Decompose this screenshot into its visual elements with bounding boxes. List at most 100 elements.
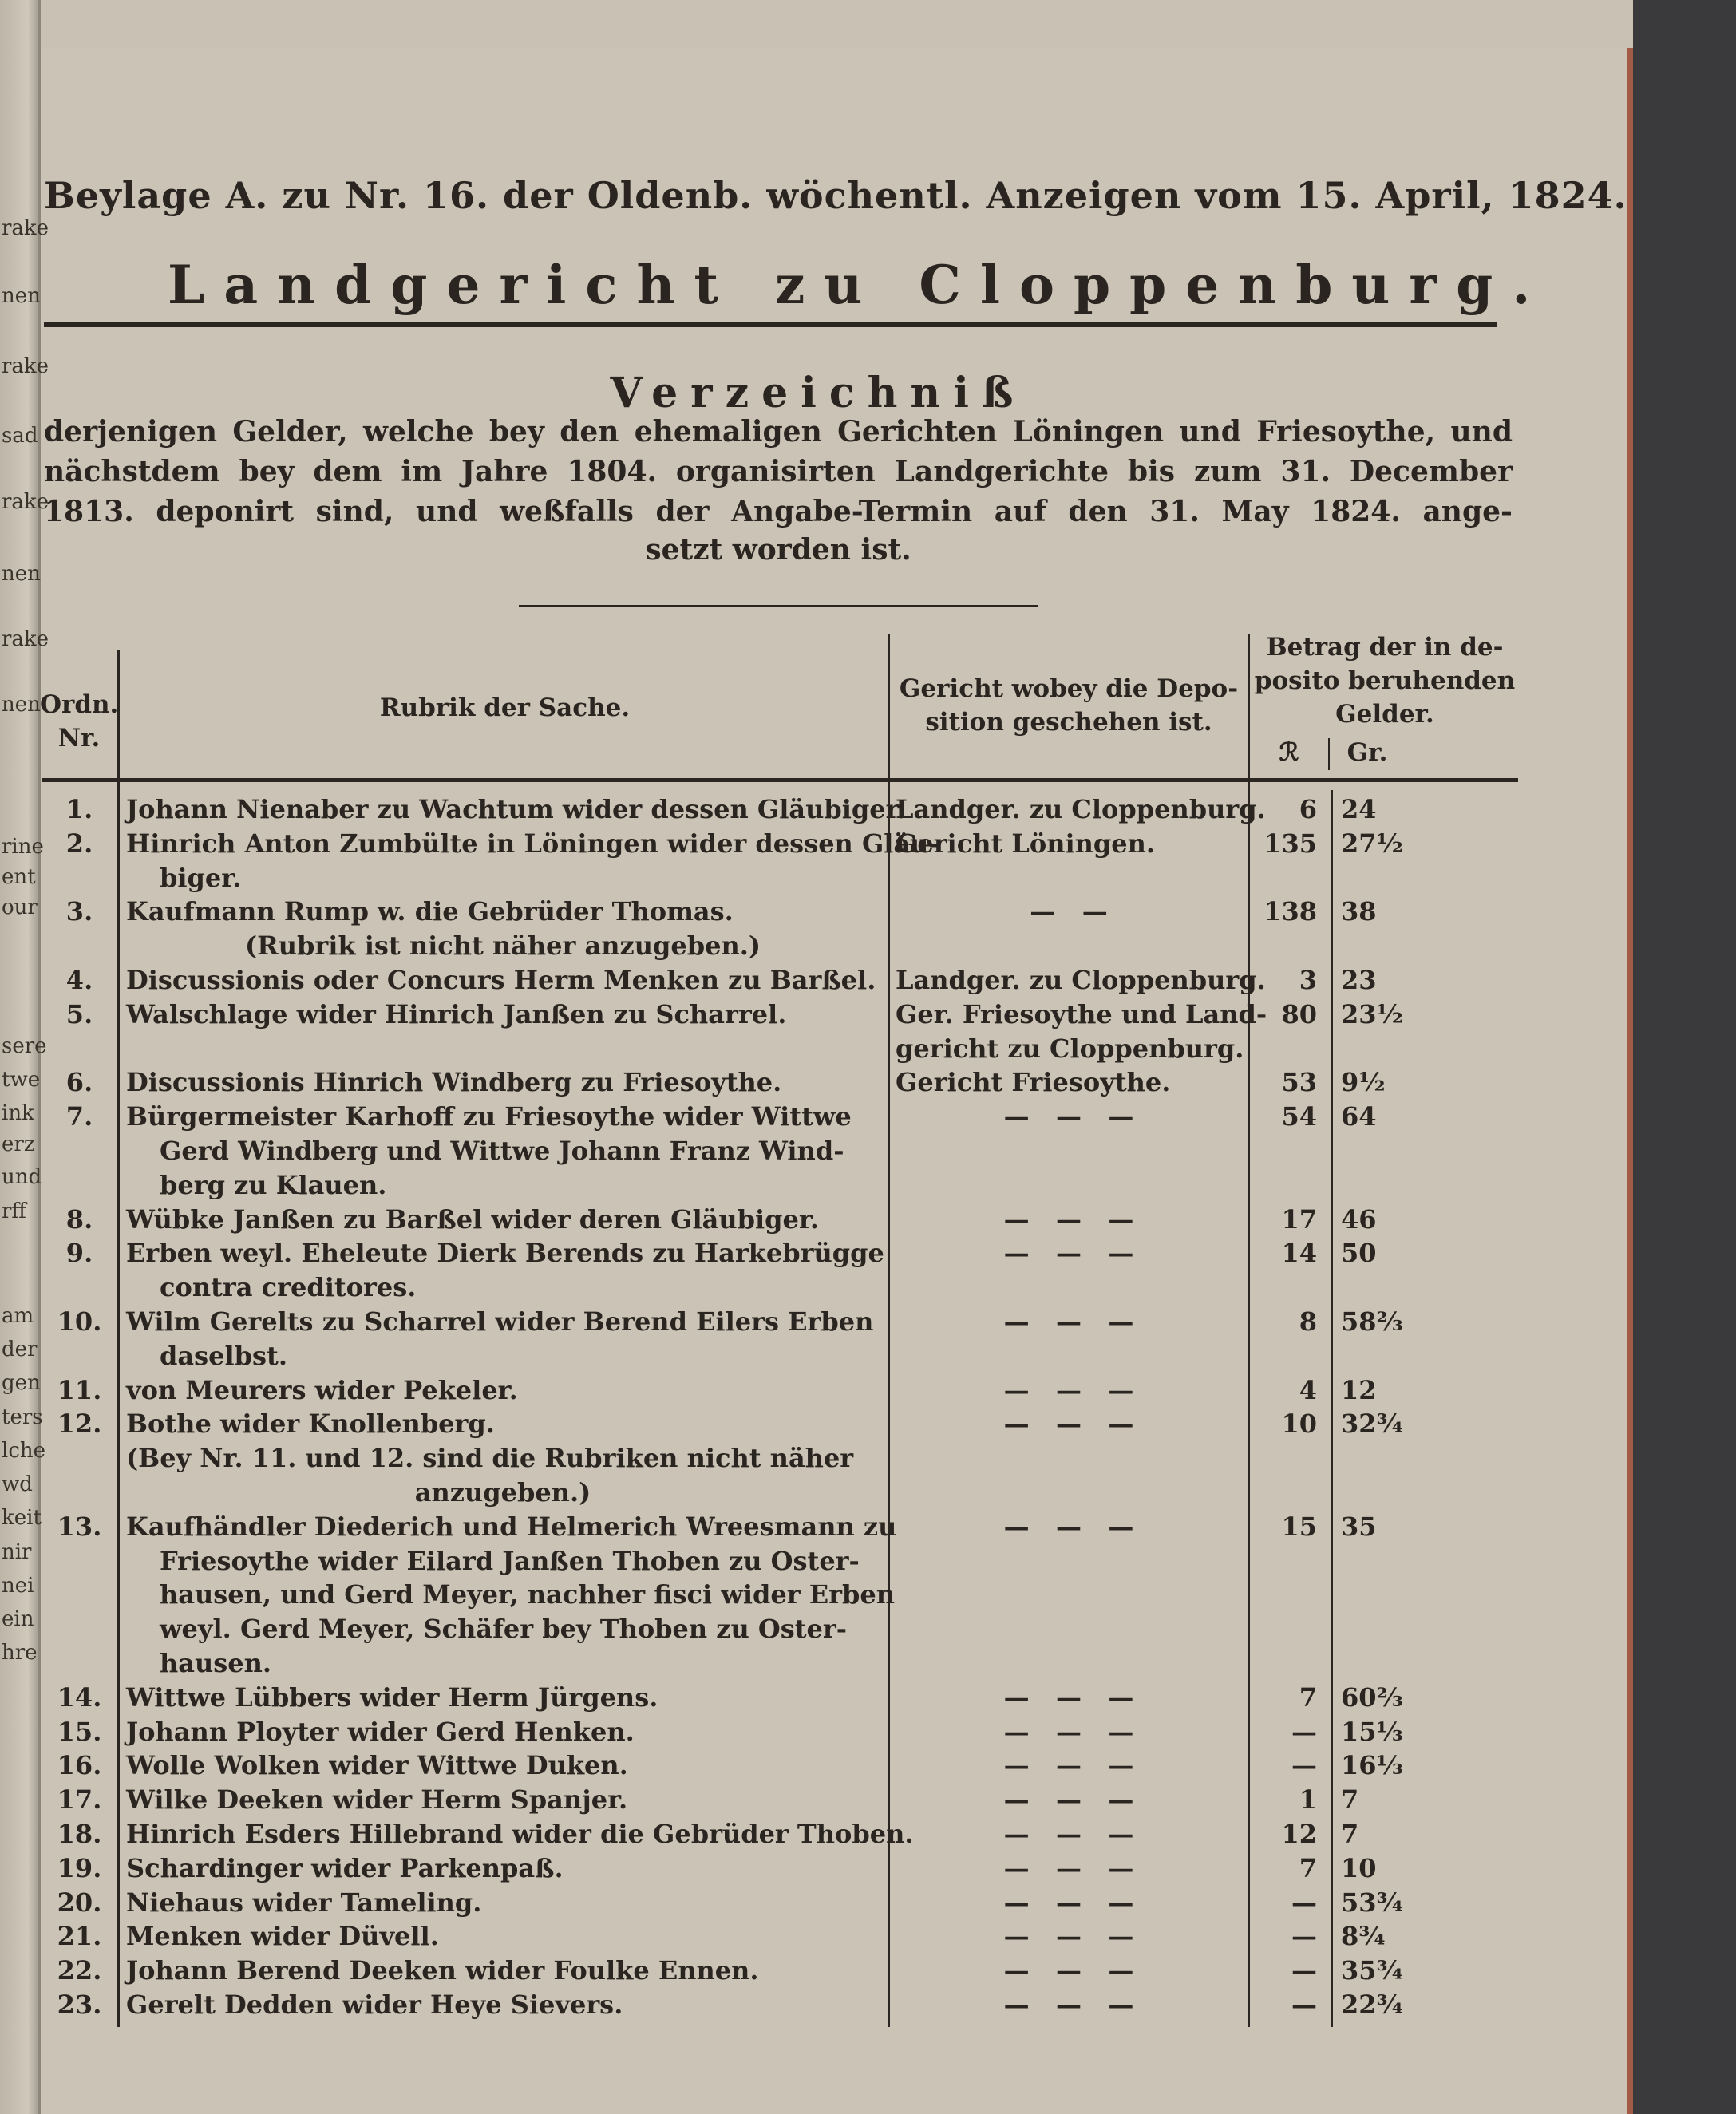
header-rule (42, 778, 1518, 782)
rubrik-line: berg zu Klauen. (160, 1169, 387, 1200)
row-number: 9. (65, 1238, 93, 1269)
amount-groschen: 24 (1341, 794, 1377, 824)
gericht-line: Ger. Friesoythe und Land- (896, 998, 1267, 1029)
amount-taler: — (1291, 1750, 1317, 1781)
title-rule (44, 322, 1497, 327)
amount-groschen: 60⅔ (1341, 1681, 1403, 1713)
previous-page-fragment: rake (2, 490, 49, 514)
rubrik-line: contra creditores. (160, 1272, 417, 1303)
rubrik-line: Hinrich Anton Zumbülte in Löningen wider… (126, 828, 939, 859)
row-number: 16. (57, 1750, 102, 1781)
row-number: 15. (57, 1716, 102, 1747)
header-subdivider (1328, 738, 1330, 770)
intro-line: 1813. deponirt sind, und weßfalls der An… (44, 495, 1513, 528)
previous-page-fragment: nen (2, 562, 41, 586)
row-number: 11. (57, 1374, 102, 1405)
row-number: 17. (57, 1784, 102, 1816)
amount-taler: 54 (1281, 1101, 1317, 1132)
gericht-line: — — — (1003, 1716, 1134, 1747)
gericht-line: — — — (1003, 1306, 1134, 1337)
amount-groschen: 35 (1341, 1511, 1377, 1542)
gericht-line: Gericht Löningen. (896, 828, 1156, 859)
row-number: 6. (65, 1067, 93, 1098)
rubrik-line: anzugeben.) (414, 1477, 591, 1507)
rubrik-line: biger. (160, 862, 242, 893)
previous-page-fragment: nir (2, 1540, 32, 1564)
rubrik-line: daselbst. (160, 1340, 287, 1371)
header-line: sition geschehen ist. (925, 708, 1212, 737)
rubrik-line: Gerelt Dedden wider Heye Sievers. (126, 1990, 623, 2020)
row-number: 18. (57, 1819, 102, 1849)
column-divider (1331, 790, 1333, 2027)
header-line: Nr. (57, 724, 101, 753)
column-divider (1248, 634, 1250, 2027)
rubrik-line: Wittwe Lübbers wider Herm Jürgens. (126, 1681, 658, 1713)
rubrik-line: (Rubrik ist nicht näher anzugeben.) (245, 931, 761, 962)
row-number: 21. (57, 1921, 102, 1952)
amount-groschen: 32¾ (1341, 1409, 1403, 1440)
amount-taler: — (1291, 1887, 1317, 1918)
previous-page-fragment: nen (2, 693, 41, 717)
row-number: 8. (65, 1203, 93, 1235)
amount-taler: 14 (1281, 1238, 1317, 1269)
amount-groschen: 8¾ (1341, 1921, 1386, 1952)
previous-page-fragment: rake (2, 627, 49, 651)
amount-groschen: 22¾ (1341, 1990, 1403, 2020)
previous-page-fragment: gen (2, 1371, 41, 1395)
amount-taler: — (1291, 1955, 1317, 1986)
gericht-line: Landger. zu Cloppenburg. (896, 965, 1266, 995)
rubrik-line: Schardinger wider Parkenpaß. (126, 1852, 564, 1883)
gericht-line: — — — (1003, 1852, 1134, 1883)
amount-groschen: 23½ (1341, 998, 1403, 1029)
row-number: 5. (65, 998, 93, 1029)
gericht-line: — — — (1003, 1101, 1134, 1132)
intro-line: setzt worden ist. (645, 533, 911, 567)
previous-page-fragment: und (2, 1165, 42, 1189)
amount-groschen: 16⅓ (1341, 1750, 1403, 1781)
header-ordn-nr: Ordn. Nr. (40, 688, 118, 755)
gericht-line: gericht zu Cloppenburg. (896, 1033, 1244, 1064)
rubrik-line: Wilm Gerelts zu Scharrel wider Berend Ei… (126, 1306, 874, 1337)
amount-groschen: 10 (1341, 1852, 1377, 1883)
previous-page-fragment: twe (2, 1068, 41, 1092)
amount-taler: 17 (1281, 1203, 1317, 1235)
amount-taler: — (1291, 1990, 1317, 2020)
rubrik-line: Bürgermeister Karhoff zu Friesoythe wide… (126, 1101, 852, 1132)
intro-line: derjenigen Gelder, welche bey den ehemal… (44, 415, 1513, 448)
rubrik-line: Walschlage wider Hinrich Janßen zu Schar… (126, 998, 787, 1029)
previous-page-fragment: nei (2, 1574, 34, 1598)
header-taler: ℛ (1279, 738, 1299, 767)
gericht-line: — — — (1003, 1238, 1134, 1269)
amount-taler: 10 (1281, 1409, 1317, 1440)
amount-taler: 80 (1281, 998, 1317, 1029)
previous-page-fragment: sad (2, 424, 38, 448)
rubrik-line: Kaufmann Rump w. die Gebrüder Thomas. (126, 896, 734, 927)
row-number: 23. (57, 1990, 102, 2020)
previous-page-fragment: our (2, 895, 38, 919)
previous-page-fragment: nen (2, 284, 41, 308)
rubrik-line: Hinrich Esders Hillebrand wider die Gebr… (126, 1819, 914, 1849)
rubrik-line: Johann Nienaber zu Wachtum wider dessen … (126, 794, 906, 824)
rubrik-line: Kaufhändler Diederich und Helmerich Wree… (126, 1511, 897, 1542)
amount-taler: 135 (1263, 828, 1317, 859)
supplement-header: Beylage A. zu Nr. 16. der Oldenb. wöchen… (44, 174, 1627, 217)
gericht-line: — — — (1003, 1511, 1134, 1542)
amount-taler: 7 (1299, 1681, 1317, 1713)
row-number: 10. (57, 1306, 102, 1337)
gericht-line: Gericht Friesoythe. (896, 1067, 1171, 1098)
amount-taler: 1 (1299, 1784, 1317, 1816)
previous-page-fragment: rine (2, 835, 44, 859)
rubrik-line: Wübke Janßen zu Barßel wider deren Gläub… (126, 1203, 819, 1235)
previous-page-fragment: rake (2, 354, 49, 378)
row-number: 13. (57, 1511, 102, 1542)
amount-groschen: 35¾ (1341, 1955, 1403, 1986)
rubrik-line: Bothe wider Knollenberg. (126, 1409, 495, 1440)
amount-groschen: 50 (1341, 1238, 1377, 1269)
amount-taler: 6 (1299, 794, 1317, 824)
amount-groschen: 27½ (1341, 828, 1403, 859)
amount-groschen: 53¾ (1341, 1887, 1403, 1918)
row-number: 7. (65, 1101, 93, 1132)
amount-taler: 12 (1281, 1819, 1317, 1849)
header-gericht: Gericht wobey die Depo- sition geschehen… (890, 672, 1248, 739)
row-number: 22. (57, 1955, 102, 1986)
